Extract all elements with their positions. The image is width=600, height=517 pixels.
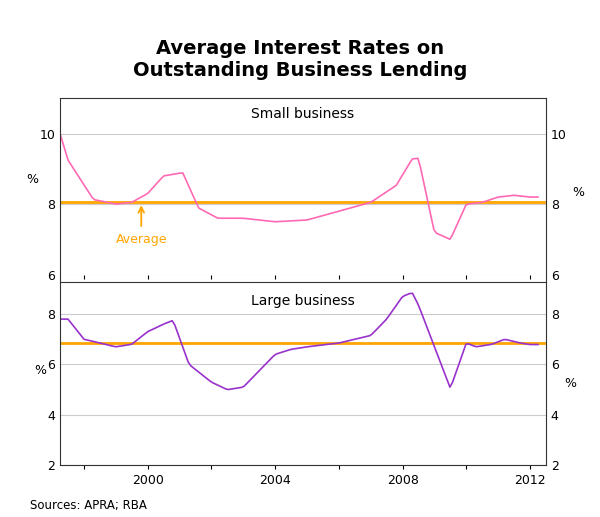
- Text: Average Interest Rates on
Outstanding Business Lending: Average Interest Rates on Outstanding Bu…: [133, 39, 467, 80]
- Text: Sources: APRA; RBA: Sources: APRA; RBA: [30, 499, 147, 512]
- Y-axis label: %: %: [34, 364, 46, 377]
- Y-axis label: %: %: [564, 377, 576, 390]
- Text: Large business: Large business: [251, 294, 355, 308]
- Text: Small business: Small business: [251, 107, 355, 121]
- Y-axis label: %: %: [26, 174, 38, 187]
- Y-axis label: %: %: [572, 187, 584, 200]
- Text: Average: Average: [116, 233, 167, 247]
